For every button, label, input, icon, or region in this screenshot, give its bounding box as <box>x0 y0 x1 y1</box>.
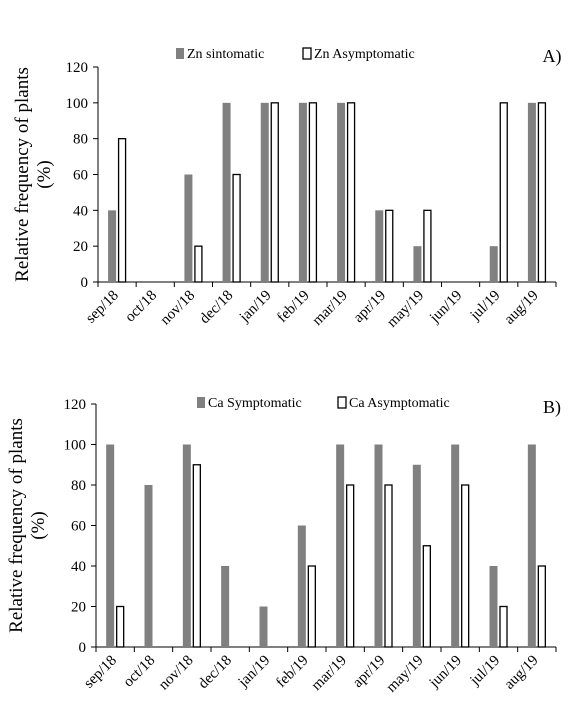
x-tick-label: dec/18 <box>195 653 235 693</box>
bar-asymptomatic <box>422 545 431 648</box>
y-tick-label: 40 <box>73 203 88 219</box>
y-tick-label: 80 <box>71 478 86 494</box>
y-tick-label: 60 <box>71 519 86 535</box>
y-tick-label: 20 <box>71 600 86 616</box>
bar-symptomatic <box>451 444 460 647</box>
x-tick-label: feb/19 <box>273 653 311 691</box>
legend-swatch-symptomatic <box>197 397 205 408</box>
bar-symptomatic <box>297 525 306 647</box>
bar-asymptomatic <box>346 102 356 283</box>
bar-asymptomatic <box>537 102 547 283</box>
x-tick-label: sep/18 <box>81 653 120 692</box>
x-tick-label: feb/19 <box>274 288 312 326</box>
x-tick-label: mar/19 <box>309 653 350 694</box>
legend-swatch-asymptomatic <box>337 396 347 409</box>
x-tick-label: jan/19 <box>235 653 274 692</box>
bar-asymptomatic <box>194 245 203 283</box>
bar-symptomatic <box>106 444 115 647</box>
bar-asymptomatic <box>499 605 508 648</box>
legend-label: Ca Asymptomatic <box>349 396 450 411</box>
bar-symptomatic <box>336 444 345 647</box>
bar-symptomatic <box>108 210 117 282</box>
y-tick-label: 20 <box>73 239 88 255</box>
bar-symptomatic <box>259 606 268 647</box>
x-tick-label: nov/18 <box>156 653 197 694</box>
x-tick-label: nov/18 <box>157 288 198 329</box>
y-tick-label: 0 <box>79 640 87 656</box>
y-tick-label: 120 <box>66 60 89 76</box>
bar-asymptomatic <box>423 209 432 283</box>
legend-label: Zn Asymptomatic <box>314 47 415 62</box>
x-tick-label: may/19 <box>384 653 427 696</box>
bar-asymptomatic <box>116 605 125 648</box>
panel-label: B) <box>543 397 561 418</box>
x-tick-label: jul/19 <box>467 288 504 325</box>
x-tick-label: jun/19 <box>426 653 465 692</box>
bar-asymptomatic <box>384 484 393 648</box>
legend-label: Zn sintomatic <box>187 47 264 62</box>
bar-asymptomatic <box>270 102 279 283</box>
x-tick-label: aug/19 <box>501 653 541 693</box>
bar-symptomatic <box>412 464 421 647</box>
y-axis-label-unit: (%) <box>28 511 49 539</box>
bar-symptomatic <box>413 246 422 282</box>
bar-symptomatic <box>144 485 153 647</box>
bar-symptomatic <box>221 566 230 647</box>
x-tick-label: jan/19 <box>236 288 275 327</box>
y-tick-label: 40 <box>71 559 86 575</box>
y-tick-label: 0 <box>81 275 89 291</box>
bar-symptomatic <box>337 102 346 282</box>
y-tick-label: 120 <box>64 397 87 413</box>
y-tick-label: 100 <box>66 96 89 112</box>
y-tick-label: 60 <box>73 168 88 184</box>
bar-asymptomatic <box>232 173 241 283</box>
bar-symptomatic <box>375 210 384 282</box>
bar-asymptomatic <box>385 209 394 283</box>
bar-symptomatic <box>184 174 193 282</box>
bar-symptomatic <box>489 566 498 647</box>
bar-asymptomatic <box>307 565 316 648</box>
bar-symptomatic <box>489 246 498 282</box>
x-tick-label: jun/19 <box>426 288 465 327</box>
x-tick-label: oct/18 <box>120 653 158 691</box>
x-tick-label: may/19 <box>384 288 427 331</box>
x-tick-label: mar/19 <box>310 288 351 329</box>
legend-swatch-symptomatic <box>176 48 184 59</box>
x-tick-label: oct/18 <box>122 288 160 326</box>
bar-asymptomatic <box>346 484 355 648</box>
bar-symptomatic <box>222 102 231 282</box>
bar-asymptomatic <box>117 138 127 283</box>
x-tick-label: jul/19 <box>467 653 504 690</box>
x-tick-label: apr/19 <box>351 288 389 326</box>
x-tick-label: dec/18 <box>197 288 237 328</box>
panel-label: A) <box>543 46 562 67</box>
x-tick-label: sep/18 <box>83 288 122 327</box>
bar-asymptomatic <box>192 464 201 648</box>
x-tick-label: apr/19 <box>350 653 388 691</box>
bar-symptomatic <box>182 444 191 647</box>
y-axis-label: Relative frequency of plants <box>6 418 27 633</box>
bar-asymptomatic <box>499 102 508 283</box>
bar-symptomatic <box>374 444 383 647</box>
y-tick-label: 80 <box>73 132 88 148</box>
bar-symptomatic <box>298 102 307 282</box>
bar-asymptomatic <box>308 102 318 283</box>
y-axis-label-unit: (%) <box>34 160 55 188</box>
y-tick-label: 100 <box>64 438 87 454</box>
bar-symptomatic <box>527 444 536 647</box>
x-tick-label: aug/19 <box>502 288 542 328</box>
legend-label: Ca Symptomatic <box>208 396 302 411</box>
bar-symptomatic <box>260 102 269 282</box>
bar-symptomatic <box>527 102 536 282</box>
legend-swatch-asymptomatic <box>302 47 312 60</box>
bar-asymptomatic <box>537 565 546 648</box>
y-axis-label: Relative frequency of plants <box>12 67 33 282</box>
bar-asymptomatic <box>461 484 470 648</box>
